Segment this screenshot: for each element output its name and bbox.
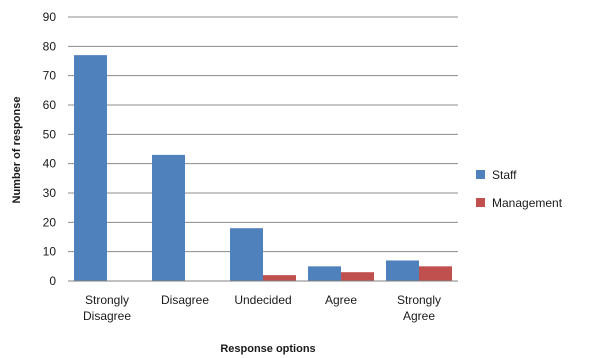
- x-tick-label: Strongly: [397, 293, 441, 307]
- bar-management: [419, 266, 452, 281]
- y-tick-label: 60: [43, 98, 57, 112]
- y-tick-label: 10: [43, 245, 57, 259]
- legend-label-management: Management: [492, 196, 563, 210]
- gridlines: [68, 16, 458, 253]
- y-axis-ticks: 0 10 20 30 40 50 60 70 80 90: [43, 10, 57, 288]
- y-tick-label: 0: [49, 274, 56, 288]
- x-axis-title: Response options: [220, 343, 315, 355]
- x-tick-label: Undecided: [234, 293, 291, 307]
- x-axis-ticks: Strongly Disagree Disagree Undecided Agree St…: [83, 293, 441, 323]
- bar-staff: [308, 266, 341, 281]
- y-tick-label: 20: [43, 215, 57, 229]
- y-axis-title: Number of response: [11, 97, 23, 204]
- y-tick-label: 80: [43, 39, 57, 53]
- x-tick-label: Disagree: [83, 309, 131, 323]
- bars: [74, 55, 452, 282]
- legend: Staff Management: [476, 168, 563, 210]
- bar-staff: [230, 228, 263, 281]
- y-tick-label: 50: [43, 127, 57, 141]
- bar-management: [263, 275, 296, 281]
- legend-label-staff: Staff: [492, 168, 517, 182]
- bar-management: [341, 272, 374, 281]
- bar-staff: [152, 154, 185, 281]
- legend-swatch-staff: [476, 170, 485, 179]
- y-tick-label: 30: [43, 186, 57, 200]
- x-tick-label: Disagree: [161, 293, 209, 307]
- y-tick-label: 90: [43, 10, 57, 24]
- x-tick-label: Agree: [403, 309, 435, 323]
- y-tick-label: 70: [43, 69, 57, 83]
- y-tick-label: 40: [43, 157, 57, 171]
- bar-staff: [74, 55, 107, 282]
- bar-staff: [386, 260, 419, 281]
- x-tick-label: Strongly: [85, 293, 129, 307]
- x-tick-label: Agree: [325, 293, 357, 307]
- legend-swatch-management: [476, 198, 485, 207]
